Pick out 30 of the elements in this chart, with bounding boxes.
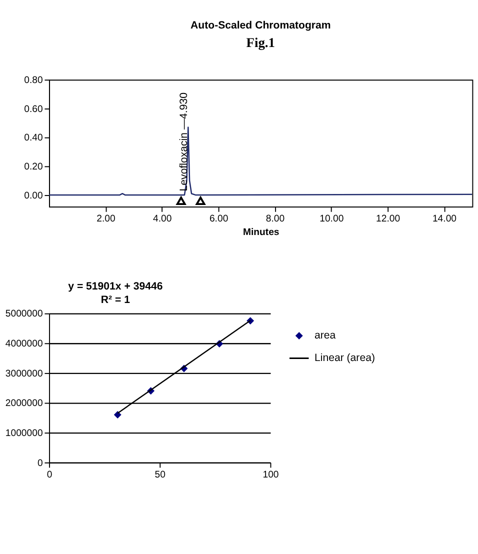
y-tick-label: 2000000 [5, 398, 43, 410]
y-tick-label: 0 [37, 458, 43, 469]
x-tick-label: 14.00 [432, 213, 457, 224]
x-tick-label: 2.00 [96, 213, 116, 224]
y-tick-label: 1000000 [5, 428, 43, 439]
x-tick-label: 4.00 [153, 213, 172, 224]
x-axis-title: Minutes [242, 226, 280, 238]
y-tick-label: 3000000 [5, 368, 43, 380]
x-tick-label: 0 [46, 469, 52, 480]
x-tick-label: 6.00 [209, 213, 228, 224]
y-tick-label: 0.80 [24, 75, 43, 86]
y-tick-label: 0.40 [24, 132, 43, 144]
x-tick-label: 8.00 [266, 213, 285, 224]
x-tick-label: 100 [262, 469, 279, 480]
text: y = 51901x + 39446 [68, 280, 163, 292]
text: R² = 1 [100, 294, 130, 306]
chart-title: Auto-Scaled Chromatogram [190, 20, 331, 32]
caption: Fig.1 [246, 34, 276, 50]
y-tick-label: 4000000 [5, 338, 43, 350]
y-tick-label: 5000000 [5, 308, 43, 320]
x-tick-label: 10.00 [320, 213, 344, 224]
y-tick-label: 0.20 [24, 162, 43, 173]
legend-label: area [314, 330, 336, 342]
x-tick-label: 12.00 [376, 213, 400, 224]
y-tick-label: 0.00 [24, 190, 43, 202]
legend-label: Linear (area) [314, 352, 375, 364]
point [114, 410, 122, 418]
y-tick-label: 0.60 [24, 104, 43, 115]
annotation: Levofloxacin —4.930 [178, 92, 190, 192]
x-tick-label: 50 [154, 469, 166, 480]
